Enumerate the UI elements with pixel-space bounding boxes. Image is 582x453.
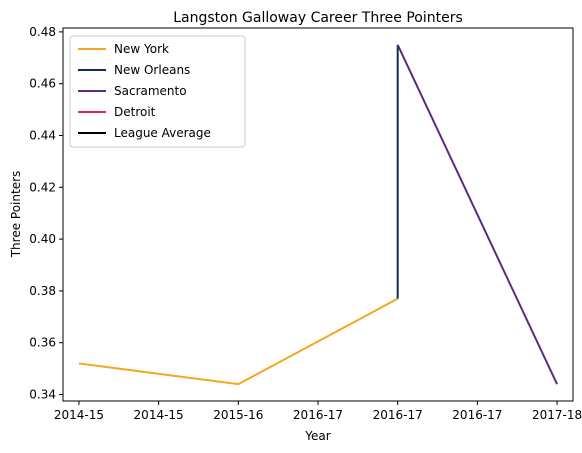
legend-entry: Detroit xyxy=(114,105,156,119)
y-tick-label: 0.42 xyxy=(29,180,56,194)
x-tick-label: 2015-16 xyxy=(213,408,263,422)
x-tick-label: 2014-15 xyxy=(134,408,184,422)
y-tick-label: 0.36 xyxy=(29,336,56,350)
y-axis-ticks: 0.34 0.36 0.38 0.40 0.42 0.44 0.46 0.48 xyxy=(29,25,63,402)
y-tick-label: 0.38 xyxy=(29,284,56,298)
x-tick-label: 2014-15 xyxy=(54,408,104,422)
series-line-2 xyxy=(396,44,558,385)
y-tick-label: 0.46 xyxy=(29,77,56,91)
series-layer xyxy=(78,44,558,386)
y-axis-label: Three Pointers xyxy=(9,171,23,259)
x-axis-label: Year xyxy=(304,429,330,443)
x-tick-label: 2016-17 xyxy=(293,408,343,422)
y-tick-label: 0.40 xyxy=(29,232,56,246)
plot-frame xyxy=(62,27,574,402)
series-line-0 xyxy=(78,297,399,386)
legend: New York New Orleans Sacramento Detroit Leag… xyxy=(69,35,246,148)
legend-frame xyxy=(69,35,246,148)
x-tick-label: 2016-17 xyxy=(373,408,423,422)
x-tick-label: 2016-17 xyxy=(452,408,502,422)
legend-entry: Sacramento xyxy=(114,84,187,98)
legend-entry: League Average xyxy=(114,126,211,140)
y-tick-label: 0.48 xyxy=(29,25,56,39)
x-axis-ticks: 2014-15 2014-15 2015-16 2016-17 2016-17 2016-… xyxy=(54,401,582,422)
y-tick-label: 0.34 xyxy=(29,388,56,402)
y-tick-label: 0.44 xyxy=(29,128,56,142)
legend-entry: New York xyxy=(114,42,169,56)
chart-title: Langston Galloway Career Three Pointers xyxy=(173,10,463,26)
legend-entry: New Orleans xyxy=(114,63,190,77)
x-tick-label: 2017-18 xyxy=(532,408,582,422)
